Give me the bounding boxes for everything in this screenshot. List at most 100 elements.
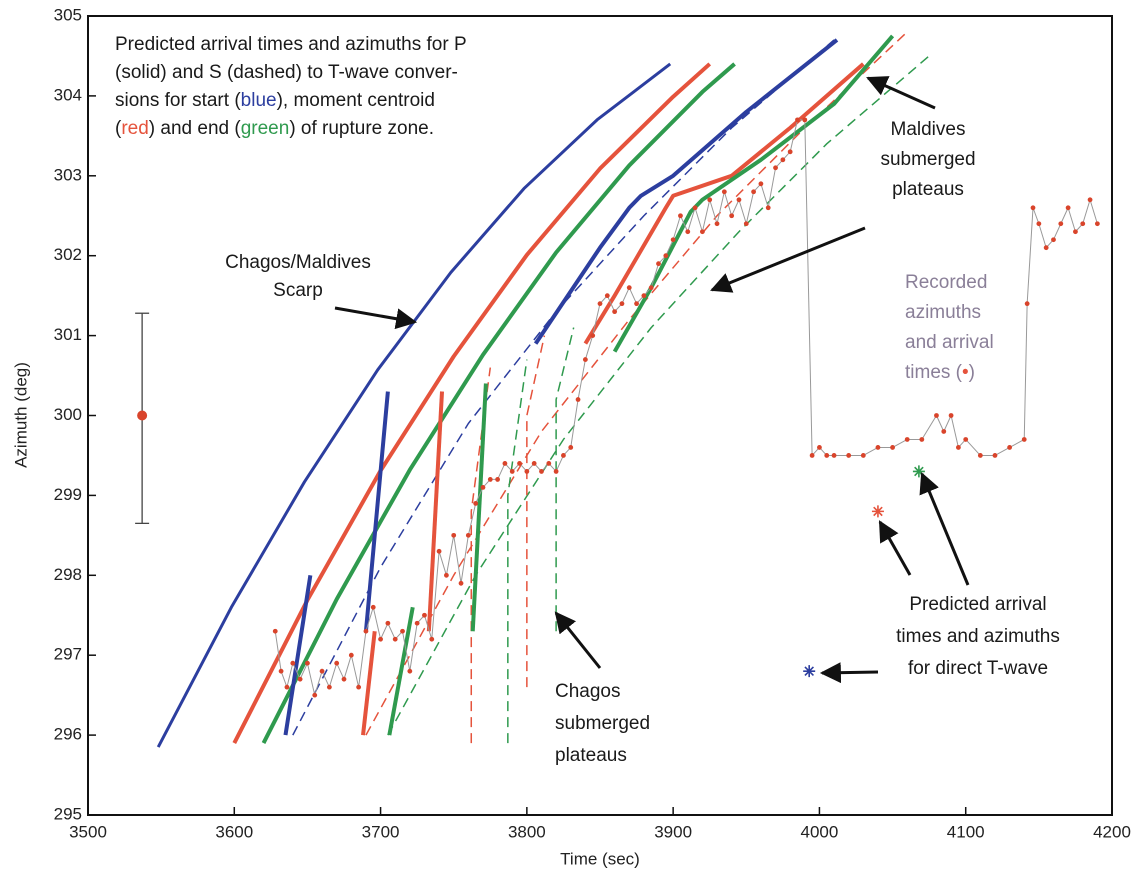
data-point <box>495 477 500 482</box>
annotation: (red) and end (green) of rupture zone. <box>115 118 434 139</box>
annotation: Chagos <box>555 681 621 702</box>
data-point <box>553 469 559 474</box>
data-point <box>378 636 383 642</box>
data-point <box>487 477 493 482</box>
annotation: and arrival <box>905 332 994 353</box>
data-point <box>934 413 939 418</box>
plot-frame <box>87 15 1113 816</box>
series-line <box>583 62 865 345</box>
data-point <box>400 628 405 634</box>
series-line <box>526 335 546 688</box>
data-point <box>729 213 735 219</box>
annotation-text: ( <box>115 118 122 139</box>
annotation-text: Chagos/Maldives <box>225 252 371 273</box>
annotation: submerged <box>555 713 650 734</box>
data-point <box>290 660 296 666</box>
data-point <box>575 397 581 402</box>
data-point <box>685 229 691 235</box>
data-point <box>656 261 661 267</box>
data-point <box>1024 301 1030 307</box>
data-point <box>1043 245 1049 251</box>
plot-area <box>156 31 1100 748</box>
x-tick-label: 4000 <box>801 822 839 841</box>
annotation-text: Recorded <box>905 272 987 293</box>
data-point <box>802 117 808 123</box>
data-point <box>356 684 362 690</box>
y-tick-label: 299 <box>54 485 82 504</box>
data-point <box>773 165 778 171</box>
annotation-text: times ( <box>905 362 963 383</box>
data-point <box>465 532 471 538</box>
data-point <box>312 692 318 698</box>
y-tick-label: 295 <box>54 804 82 823</box>
data-point <box>1073 229 1078 235</box>
y-tick-label: 298 <box>54 565 82 584</box>
annotation-text: azimuths <box>905 302 981 323</box>
annotation-text: times and azimuths <box>896 626 1060 647</box>
data-point <box>648 285 654 291</box>
data-point <box>956 445 961 450</box>
data-point <box>692 205 698 211</box>
data-point <box>831 453 837 458</box>
data-point <box>1007 445 1012 450</box>
annotation: (solid) and S (dashed) to T-wave conver- <box>115 62 458 83</box>
data-point <box>714 221 720 227</box>
data-point <box>517 461 522 466</box>
arrow <box>710 226 866 293</box>
asterisk-point <box>912 465 925 478</box>
data-point <box>531 461 537 466</box>
data-point <box>582 357 588 362</box>
annotation: plateaus <box>892 179 964 200</box>
data-point <box>919 437 925 442</box>
data-point <box>860 453 866 458</box>
data-point <box>385 620 391 626</box>
annotation-text: Predicted arrival times and azimuths for… <box>115 34 467 55</box>
series-line <box>555 327 575 632</box>
annotation: Recorded <box>905 272 987 293</box>
data-point <box>634 301 639 307</box>
data-point <box>977 453 983 458</box>
x-tick-label: 3500 <box>69 822 107 841</box>
series-line <box>533 38 839 345</box>
error-center <box>137 410 148 421</box>
annotation-text: Maldives <box>891 119 966 140</box>
series-line <box>387 606 415 736</box>
data-point <box>568 445 574 450</box>
y-tick-label: 300 <box>54 405 82 424</box>
data-point <box>334 660 340 666</box>
data-point <box>626 285 632 291</box>
data-point <box>670 237 676 243</box>
annotation-text: for direct T-wave <box>908 658 1048 679</box>
data-point <box>1094 221 1100 227</box>
series-line <box>363 391 390 632</box>
data-point <box>1087 197 1093 203</box>
data-point <box>941 429 947 434</box>
annotation-text: ) and end ( <box>149 118 242 139</box>
data-point <box>597 301 603 307</box>
data-point <box>707 197 713 203</box>
data-point <box>751 189 756 195</box>
data-point <box>743 221 749 227</box>
data-point <box>414 620 420 626</box>
data-point <box>1065 205 1071 211</box>
data-point <box>458 580 464 586</box>
data-point <box>480 485 486 490</box>
y-tick-label: 301 <box>54 325 82 344</box>
data-point <box>284 684 290 690</box>
annotation-text: and arrival <box>905 332 994 353</box>
data-point <box>795 117 800 123</box>
annotation: Maldives <box>891 119 966 140</box>
data-point <box>736 197 742 203</box>
data-point <box>319 668 325 674</box>
annotation-text: ), moment centroid <box>277 90 435 111</box>
x-tick-label: 4200 <box>1093 822 1131 841</box>
data-point <box>297 676 303 682</box>
data-point <box>546 461 552 466</box>
data-point <box>272 628 278 634</box>
x-tick-label: 3600 <box>215 822 253 841</box>
annotation: for direct T-wave <box>908 658 1048 679</box>
y-tick-label: 296 <box>54 725 82 744</box>
data-point <box>890 445 895 450</box>
annotation: Predicted arrival <box>909 594 1046 615</box>
